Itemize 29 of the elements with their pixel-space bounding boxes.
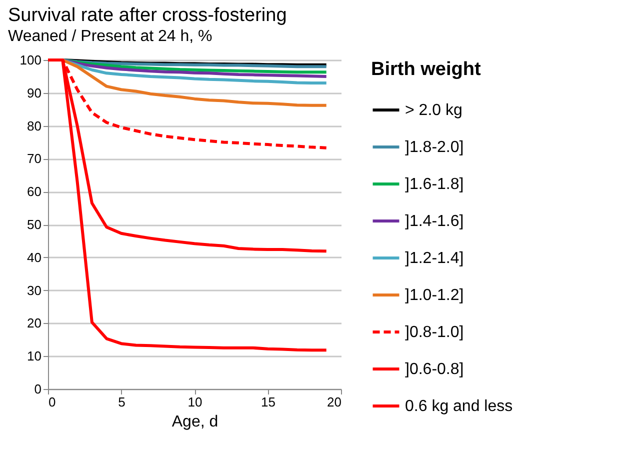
x-axis-title: Age, d [172,414,218,430]
chart-title: Survival rate after cross-fostering [8,5,287,26]
x-tick-label: 10 [188,394,202,410]
legend-label: ]1.6-1.8] [405,176,464,193]
y-tick-label: 20 [27,316,42,331]
x-tick-label: 0 [48,394,56,410]
y-tick-label: 90 [27,85,42,100]
y-tick-label: 100 [20,52,42,68]
legend-label: 0.6 kg and less [405,398,513,415]
y-tick-label: 50 [27,217,42,232]
legend-label: > 2.0 kg [405,102,462,119]
legend-label: ]1.8-2.0] [405,139,464,156]
legend-label: ]1.2-1.4] [405,250,464,267]
legend-label: ]1.4-1.6] [405,213,464,230]
y-tick-label: 40 [27,250,42,265]
y-tick-label: 10 [27,348,42,364]
legend-label: ]0.6-0.8] [405,361,464,378]
y-tick-label: 60 [27,184,42,200]
y-tick-label: 80 [27,118,42,134]
x-tick-label: 5 [118,394,126,410]
chart-subtitle: Weaned / Present at 24 h, % [8,28,212,45]
y-tick-label: 30 [27,282,42,298]
legend-label: ]1.0-1.2] [405,287,464,304]
y-tick-label: 70 [27,151,42,166]
legend-label: ]0.8-1.0] [405,324,464,341]
x-tick-label: 15 [261,394,276,410]
x-tick-label: 20 [327,394,342,410]
legend-title: Birth weight [371,59,482,80]
y-tick-label: 0 [34,382,42,396]
